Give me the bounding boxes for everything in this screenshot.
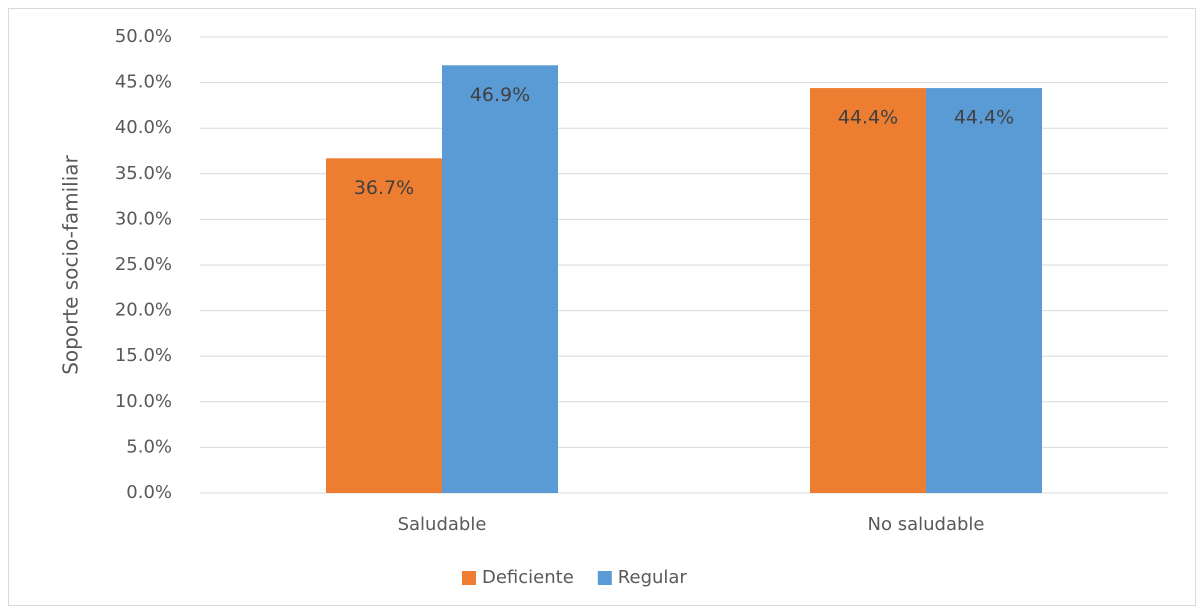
y-tick-label: 50.0%: [115, 26, 172, 47]
bar: [326, 158, 442, 493]
x-tick-label: Saludable: [398, 514, 487, 535]
bar: [926, 88, 1042, 494]
y-tick-label: 10.0%: [115, 391, 172, 412]
y-tick-label: 45.0%: [115, 72, 172, 93]
data-label: 36.7%: [354, 177, 414, 199]
legend-label: Regular: [618, 567, 688, 588]
data-label: 44.4%: [954, 107, 1014, 129]
y-tick-label: 20.0%: [115, 300, 172, 321]
legend-swatch: [462, 571, 476, 585]
y-axis-label: Soporte socio-familiar: [59, 154, 83, 374]
y-tick-label: 35.0%: [115, 163, 172, 184]
x-tick-label: No saludable: [868, 514, 985, 535]
y-tick-label: 0.0%: [126, 482, 172, 503]
bar: [442, 65, 558, 493]
bar: [810, 88, 926, 494]
y-tick-label: 25.0%: [115, 254, 172, 275]
legend: Deficiente Regular: [462, 567, 687, 588]
y-tick-label: 15.0%: [115, 345, 172, 366]
y-tick-label: 40.0%: [115, 117, 172, 138]
legend-label: Deficiente: [482, 567, 574, 588]
data-label: 44.4%: [838, 107, 898, 129]
y-tick-label: 30.0%: [115, 208, 172, 229]
y-tick-label: 5.0%: [126, 436, 172, 457]
legend-swatch: [597, 571, 612, 585]
data-label: 46.9%: [470, 84, 530, 106]
